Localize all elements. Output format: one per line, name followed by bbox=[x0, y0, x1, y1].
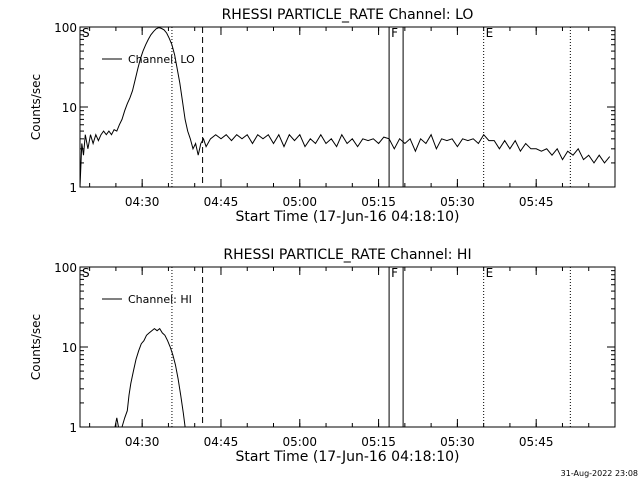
chart-title: RHESSI PARTICLE_RATE Channel: LO bbox=[222, 7, 474, 23]
x-axis-label: Start Time (17-Jun-16 04:18:10) bbox=[236, 209, 460, 225]
y-tick-label: 100 bbox=[54, 261, 77, 275]
event-marker-label: F bbox=[391, 26, 398, 40]
y-axis-label: Counts/sec bbox=[29, 74, 43, 140]
x-tick-label: 05:30 bbox=[440, 435, 475, 449]
y-tick-label: 100 bbox=[54, 21, 77, 35]
x-tick-label: 05:15 bbox=[361, 435, 396, 449]
y-tick-label: 10 bbox=[62, 101, 77, 115]
plot-frame bbox=[79, 26, 616, 188]
event-marker-label: E bbox=[486, 26, 494, 40]
x-tick-label: 05:00 bbox=[282, 195, 317, 209]
plot-frame bbox=[79, 266, 616, 428]
event-marker-label: F bbox=[391, 266, 398, 280]
chart-title: RHESSI PARTICLE_RATE Channel: HI bbox=[223, 247, 471, 263]
y-axis-label: Counts/sec bbox=[29, 314, 43, 380]
event-marker-label: S bbox=[82, 266, 90, 280]
x-tick-label: 05:45 bbox=[519, 435, 554, 449]
series-line bbox=[80, 27, 611, 187]
x-tick-label: 05:00 bbox=[282, 435, 317, 449]
x-tick-label: 05:45 bbox=[519, 195, 554, 209]
x-tick-label: 05:15 bbox=[361, 195, 396, 209]
x-tick-label: 04:30 bbox=[125, 435, 160, 449]
legend-label: Channel: LO bbox=[128, 53, 195, 66]
x-tick-label: 05:30 bbox=[440, 195, 475, 209]
x-tick-label: 04:45 bbox=[204, 435, 239, 449]
chart-panel-0: RHESSI PARTICLE_RATE Channel: LO 1 10 100 Co… bbox=[29, 7, 616, 225]
x-axis-label: Start Time (17-Jun-16 04:18:10) bbox=[236, 449, 460, 465]
event-marker-label: S bbox=[82, 26, 90, 40]
x-tick-label: 04:30 bbox=[125, 195, 160, 209]
series-line bbox=[114, 327, 186, 427]
x-tick-label: 04:45 bbox=[204, 195, 239, 209]
y-tick-label: 1 bbox=[69, 181, 77, 195]
legend-label: Channel: HI bbox=[128, 293, 192, 306]
y-tick-label: 10 bbox=[62, 341, 77, 355]
chart-panel-1: RHESSI PARTICLE_RATE Channel: HI 1 10 100 Co… bbox=[29, 247, 616, 465]
event-marker-label: E bbox=[486, 266, 494, 280]
y-tick-label: 1 bbox=[69, 421, 77, 435]
plot-timestamp: 31-Aug-2022 23:08 bbox=[561, 469, 638, 478]
